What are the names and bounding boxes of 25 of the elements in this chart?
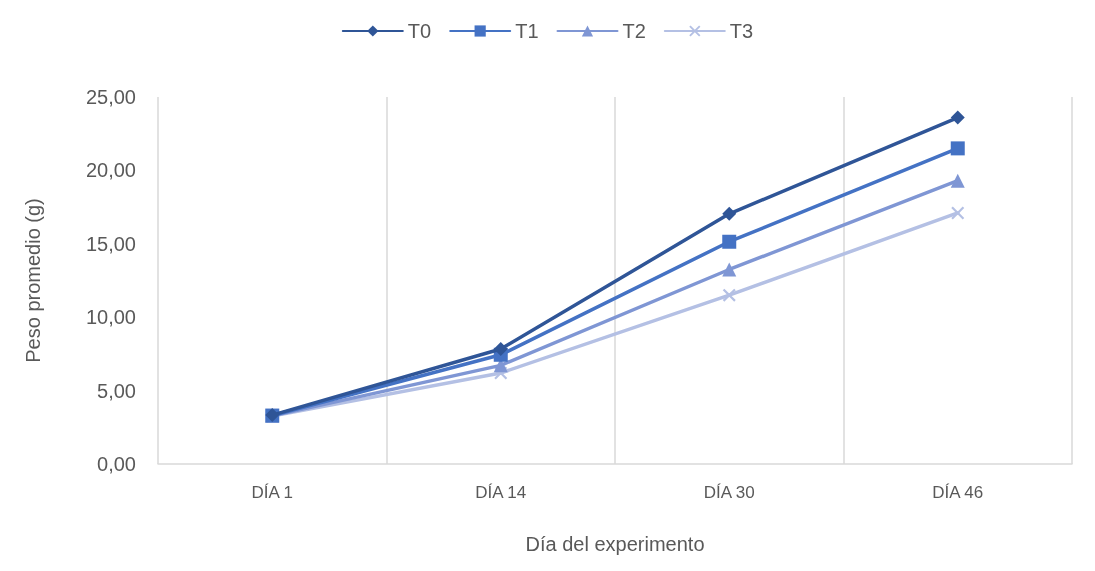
point	[951, 206, 965, 220]
point	[722, 206, 737, 221]
y-tick-label: 25,00	[85, 86, 136, 108]
x-tick-label: DÍA 14	[475, 483, 527, 502]
point	[950, 110, 965, 125]
legend-label: T0	[407, 20, 432, 42]
x-tick-label: DÍA 30	[703, 483, 755, 502]
legend-label: T3	[729, 20, 754, 42]
y-tick-label: 0,00	[97, 453, 136, 475]
y-tick-label: 10,00	[85, 306, 136, 329]
y-tick-label: 20,00	[85, 159, 136, 182]
legend-label: T1	[515, 20, 539, 42]
x-axis-title: Día del experimento	[525, 533, 705, 555]
y-axis-title: Peso promedio (g)	[22, 198, 44, 363]
point	[950, 173, 965, 188]
x-tick-label: DÍA 46	[932, 483, 984, 502]
x-tick-label: DÍA 1	[251, 483, 294, 502]
point	[722, 262, 737, 277]
point	[950, 141, 965, 156]
point	[722, 288, 736, 302]
legend-label: T2	[622, 20, 646, 42]
point	[722, 234, 737, 249]
y-tick-label: 5,00	[97, 379, 136, 402]
point	[493, 342, 508, 357]
y-tick-label: 15,00	[85, 232, 136, 255]
